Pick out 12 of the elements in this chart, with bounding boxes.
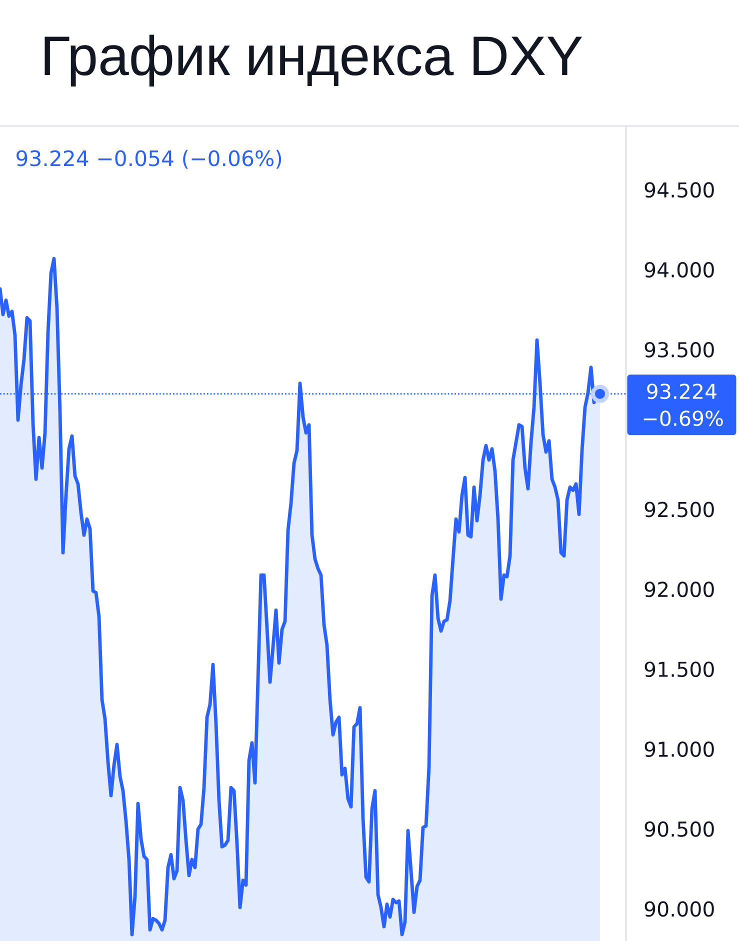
chart-title: График индекса DXY <box>44 34 582 87</box>
y-tick-label: 91.000 <box>644 741 714 757</box>
y-tick-label: 90.500 <box>644 821 714 837</box>
ref-line-label: 93.224 −0.69% <box>644 384 723 426</box>
y-tick-label: 90.000 <box>644 901 714 917</box>
y-tick-label: 92.000 <box>644 582 714 598</box>
annotation: 93.224 −0.054 (−0.06%) <box>16 150 282 169</box>
y-tick-label: 93.500 <box>644 342 714 358</box>
y-tick-label: 91.500 <box>644 662 714 678</box>
y-tick-label: 94.000 <box>644 262 714 278</box>
y-tick-label: 94.500 <box>644 182 714 198</box>
y-tick-label: 92.500 <box>644 502 714 518</box>
